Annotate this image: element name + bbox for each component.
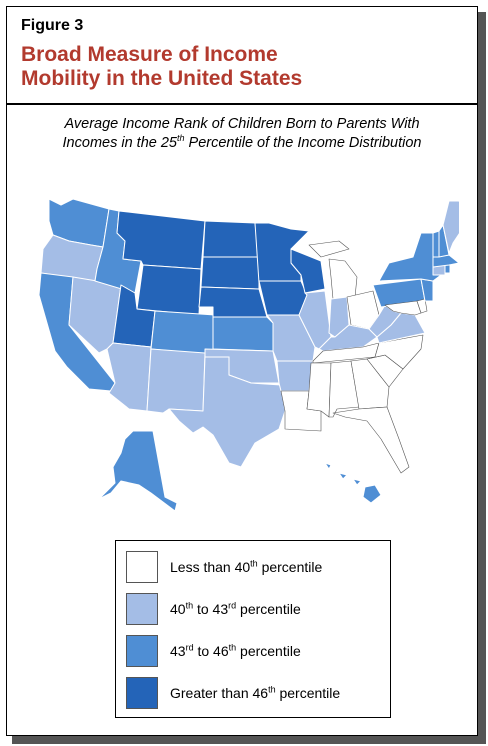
legend-swatch: [126, 593, 158, 625]
state-SD: [200, 256, 260, 290]
figure-title: Broad Measure of Income Mobility in the …: [21, 43, 461, 91]
legend-swatch: [126, 677, 158, 709]
state-IA: [258, 280, 308, 316]
state-GA: [350, 358, 390, 410]
state-AK: [98, 430, 178, 512]
state-VT: [432, 230, 440, 258]
legend-label: 43rd to 46th percentile: [170, 642, 301, 659]
state-DE: [416, 298, 428, 314]
state-MT: [116, 210, 206, 270]
figure-title-line-1: Broad Measure of Income: [21, 43, 278, 66]
state-HI: [324, 462, 382, 504]
state-RI: [444, 264, 451, 274]
state-NE: [198, 286, 268, 318]
state-KS: [212, 316, 274, 352]
state-ME: [442, 200, 459, 254]
legend-item-40-to-43: 40th to 43rd percentile: [126, 593, 384, 625]
figure-number: Figure 3: [21, 17, 84, 34]
figure-header: Figure 3 Broad Measure of Income Mobilit…: [7, 7, 477, 105]
map-subtitle: Average Income Rank of Children Born to …: [7, 115, 477, 153]
state-MS: [306, 362, 332, 418]
figure-frame: Figure 3 Broad Measure of Income Mobilit…: [6, 6, 478, 736]
legend-item-43-to-46: 43rd to 46th percentile: [126, 635, 384, 667]
state-NY: [378, 232, 442, 282]
state-FL: [332, 406, 410, 474]
legend-swatch: [126, 635, 158, 667]
map-legend: Less than 40th percentile 40th to 43rd p…: [115, 540, 391, 718]
state-TX: [168, 356, 286, 468]
legend-item-greater-than-46: Greater than 46th percentile: [126, 677, 384, 709]
us-map: [38, 198, 459, 512]
subtitle-text-a: Incomes in the 25: [62, 135, 177, 151]
state-NM: [146, 348, 206, 414]
state-AR: [276, 360, 314, 392]
legend-label: 40th to 43rd percentile: [170, 600, 301, 617]
state-CO: [150, 310, 216, 356]
legend-swatch: [126, 551, 158, 583]
state-NH: [438, 224, 450, 258]
state-ND: [202, 220, 260, 258]
state-WY: [136, 264, 202, 316]
legend-label: Greater than 46th percentile: [170, 684, 341, 701]
legend-label: Less than 40th percentile: [170, 558, 323, 575]
subtitle-text-b: Percentile of the Income Distribution: [184, 135, 422, 151]
map-subtitle-line-1: Average Income Rank of Children Born to …: [64, 116, 420, 132]
map-subtitle-line-2: Incomes in the 25th Percentile of the In…: [7, 134, 477, 153]
figure-title-line-2: Mobility in the United States: [21, 67, 303, 90]
legend-item-less-than-40: Less than 40th percentile: [126, 551, 384, 583]
state-AZ: [106, 342, 152, 412]
subtitle-superscript: th: [177, 133, 185, 144]
state-IL: [298, 290, 332, 350]
